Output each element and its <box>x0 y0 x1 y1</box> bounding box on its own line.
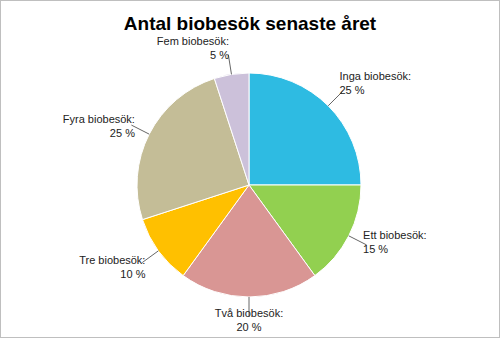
svg-text:Fem biobesök:5 %: Fem biobesök:5 % <box>157 35 229 61</box>
html-text:Antal biobesök senaste året: Antal biobesök senaste året <box>123 13 377 34</box>
svg-text:Två biobesök:20 %: Två biobesök:20 % <box>215 307 283 333</box>
svg-text:Tre biobesök:10 %: Tre biobesök:10 % <box>79 254 145 280</box>
svg-text:Ett biobesök:15 %: Ett biobesök:15 % <box>363 229 427 255</box>
svg-text:Fyra biobesök:25 %: Fyra biobesök:25 % <box>63 113 135 139</box>
svg-text:Inga biobesök:25 %: Inga biobesök:25 % <box>340 70 412 96</box>
